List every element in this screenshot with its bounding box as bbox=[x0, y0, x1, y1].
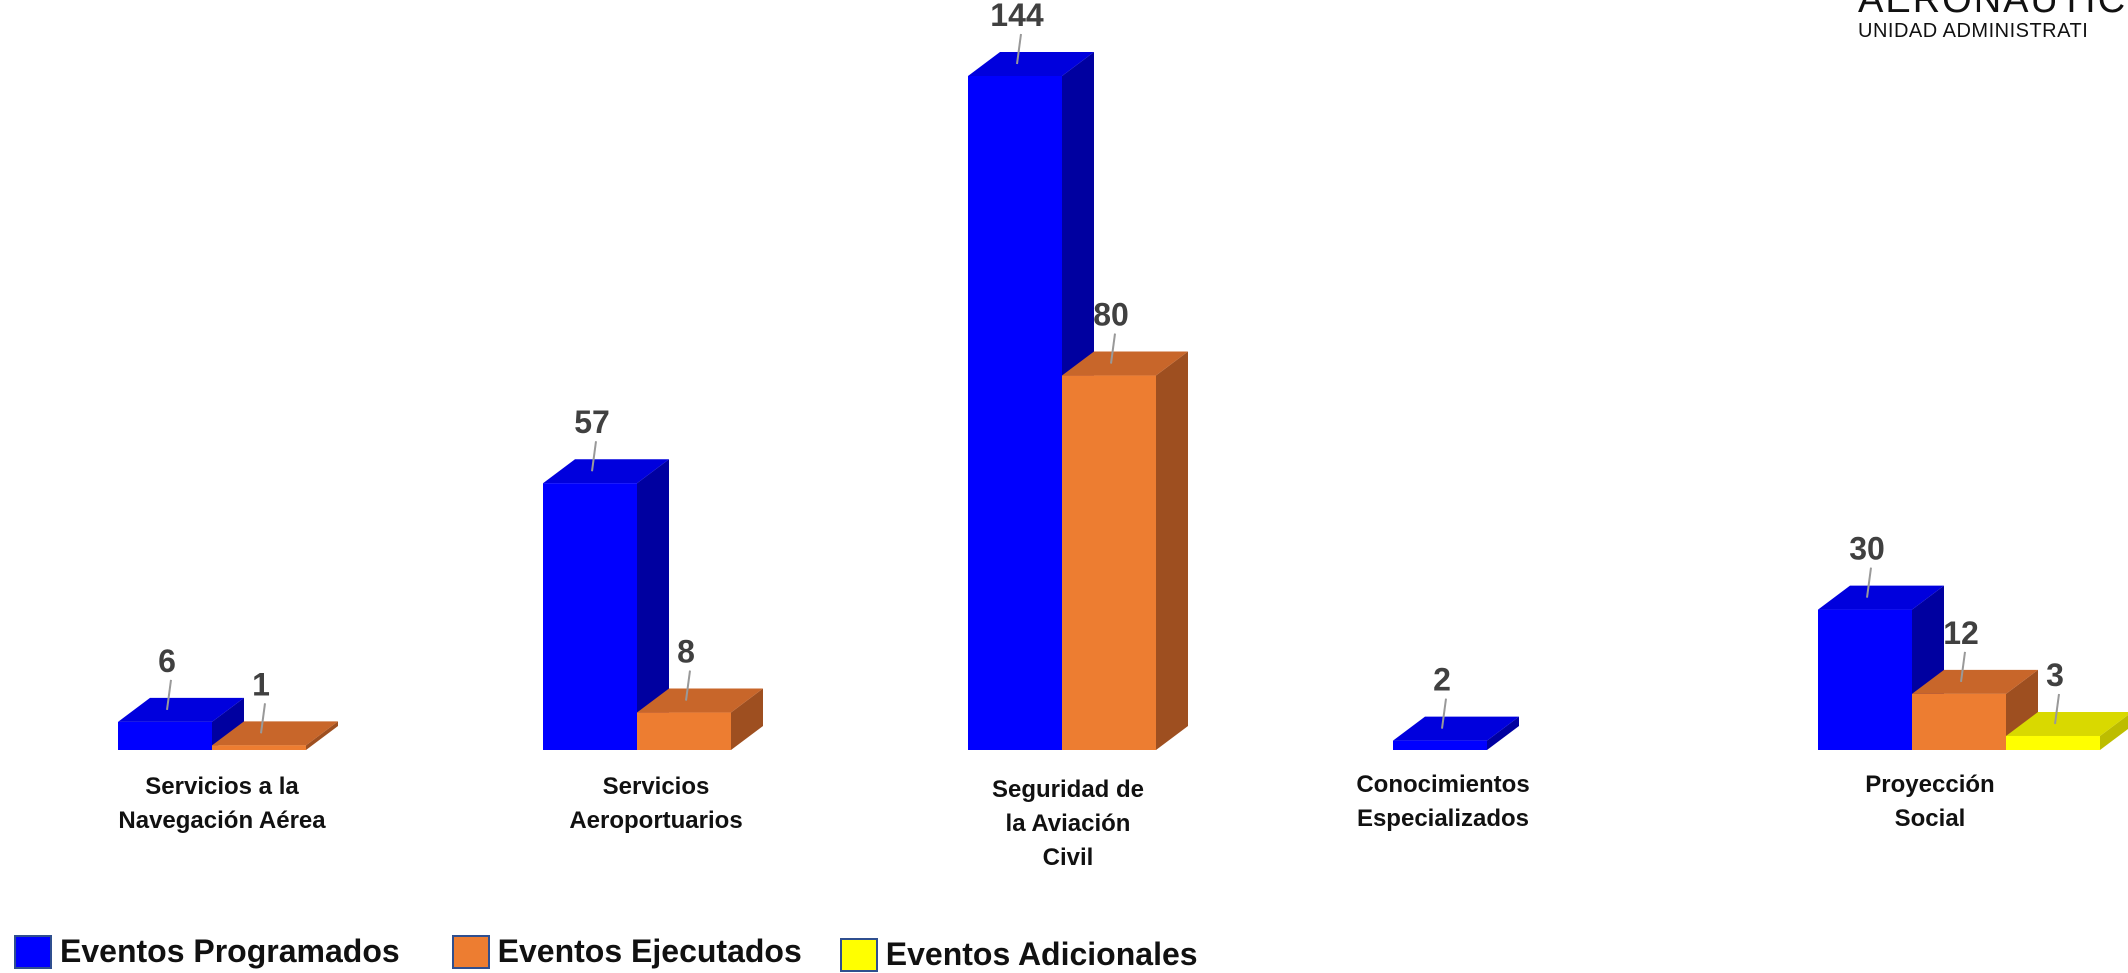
bar-ejecutados-0-top bbox=[212, 721, 338, 746]
bar-ejecutados-2-value-label: 80 bbox=[1093, 297, 1129, 333]
bar-programados-4-value-label: 30 bbox=[1849, 531, 1885, 567]
bar-programados-3-side bbox=[1487, 716, 1519, 750]
bar-programados-4-leader bbox=[1866, 567, 1872, 598]
category-label-line: Servicios a la bbox=[145, 773, 299, 800]
legend-swatch-adicionales bbox=[839, 937, 878, 972]
bar-ejecutados-4-value-label: 12 bbox=[1943, 615, 1979, 651]
bar-ejecutados-0-value-label: 1 bbox=[252, 666, 270, 702]
logo-top-text: AERONAUTIC bbox=[1858, 0, 2128, 21]
bar-programados-1-top bbox=[543, 459, 669, 484]
legend-swatch-programados bbox=[14, 934, 52, 969]
bar-ejecutados-1-top bbox=[637, 688, 763, 713]
bar-ejecutados-2-leader bbox=[1110, 333, 1116, 364]
bar-ejecutados-4-leader bbox=[1960, 651, 1966, 682]
bar-ejecutados-2-top bbox=[1062, 351, 1188, 376]
bar-ejecutados-2-side bbox=[1156, 351, 1188, 750]
legend-swatch-ejecutados bbox=[451, 934, 490, 969]
bar-programados-0-top bbox=[118, 697, 244, 722]
bar-ejecutados-4-top bbox=[1912, 669, 2038, 694]
category-label-line: Proyección bbox=[1865, 771, 1995, 798]
bar-adicionales-4-leader bbox=[2054, 693, 2060, 725]
bar-ejecutados-1-leader bbox=[685, 670, 691, 701]
category-label-line: Servicios bbox=[602, 773, 710, 800]
bar-adicionales-4-top bbox=[2006, 711, 2128, 736]
bar-adicionales-4-value-label: 3 bbox=[2046, 657, 2064, 693]
bar-chart: 6 1 57 8 144 80 2 30 12 3 bbox=[118, 0, 2128, 750]
category-label: Seguridad de la Aviación Civil bbox=[938, 773, 1198, 875]
bar-ejecutados-4-front bbox=[1912, 693, 2006, 750]
bar-ejecutados-0-side bbox=[306, 721, 338, 750]
bar-adicionales-4-side bbox=[2100, 714, 2128, 750]
bar-programados-2-top bbox=[968, 52, 1094, 76]
bar-ejecutados-1-front bbox=[637, 712, 731, 750]
category-label-line: Especializados bbox=[1356, 805, 1530, 832]
bar-ejecutados-0-front bbox=[212, 745, 306, 750]
bar-programados-3-value-label: 2 bbox=[1433, 662, 1451, 698]
bar-programados-4-top bbox=[1818, 585, 1944, 610]
bar-programados-3-leader bbox=[1441, 698, 1447, 729]
bar-programados-4-front bbox=[1818, 609, 1912, 750]
bar-programados-3-top bbox=[1393, 716, 1519, 741]
category-label-line: la Aviación bbox=[1005, 810, 1131, 837]
category-label: Servicios a la Navegación Aérea bbox=[92, 770, 352, 838]
bar-programados-1-side bbox=[637, 459, 669, 750]
bar-adicionales-4-front bbox=[2006, 735, 2100, 750]
bar-programados-0-value-label: 6 bbox=[158, 643, 176, 679]
logo: AERONAUTIC UNIDAD ADMINISTRATI bbox=[1858, 0, 2128, 50]
legend-label-programados: Eventos Programados bbox=[60, 933, 400, 969]
bar-ejecutados-1-side bbox=[731, 688, 763, 750]
category-label-line: Social bbox=[1894, 805, 1966, 832]
legend-item-adicionales: Eventos Adicionales bbox=[839, 936, 1198, 973]
bar-programados-0-side bbox=[212, 697, 244, 750]
category-label-line: Navegación Aérea bbox=[118, 807, 326, 834]
category-label-line: Aeroportuarios bbox=[569, 807, 743, 834]
bar-programados-1-value-label: 57 bbox=[574, 404, 610, 440]
bar-programados-3-front bbox=[1393, 740, 1487, 750]
bar-programados-1-front bbox=[543, 483, 637, 750]
bar-programados-0-leader bbox=[166, 679, 172, 711]
bar-ejecutados-2-front bbox=[1062, 375, 1156, 750]
legend-label-adicionales: Eventos Adicionales bbox=[885, 936, 1198, 972]
bar-ejecutados-0-leader bbox=[260, 703, 266, 734]
legend-item-programados: Eventos Programados bbox=[14, 933, 400, 970]
category-label: Conocimientos Especializados bbox=[1313, 768, 1573, 836]
logo-bottom-text: UNIDAD ADMINISTRATI bbox=[1858, 20, 2089, 42]
bar-programados-1-leader bbox=[591, 441, 597, 472]
bar-programados-2-front bbox=[968, 76, 1062, 750]
bar-programados-2-leader bbox=[1016, 33, 1022, 65]
category-label-line: Civil bbox=[1042, 844, 1094, 871]
category-label: Proyección Social bbox=[1800, 768, 2060, 836]
bar-ejecutados-1-value-label: 8 bbox=[677, 634, 695, 670]
bar-programados-0-front bbox=[118, 721, 212, 750]
legend-label-ejecutados: Eventos Ejecutados bbox=[497, 933, 802, 969]
bar-programados-2-value-label: 144 bbox=[990, 0, 1044, 33]
legend-item-ejecutados: Eventos Ejecutados bbox=[451, 933, 802, 970]
category-label: Servicios Aeroportuarios bbox=[526, 770, 786, 838]
legend: Eventos Programados Eventos Ejecutados E… bbox=[14, 930, 1236, 973]
category-label-line: Seguridad de bbox=[991, 776, 1145, 803]
category-label-line: Conocimientos bbox=[1356, 771, 1530, 798]
